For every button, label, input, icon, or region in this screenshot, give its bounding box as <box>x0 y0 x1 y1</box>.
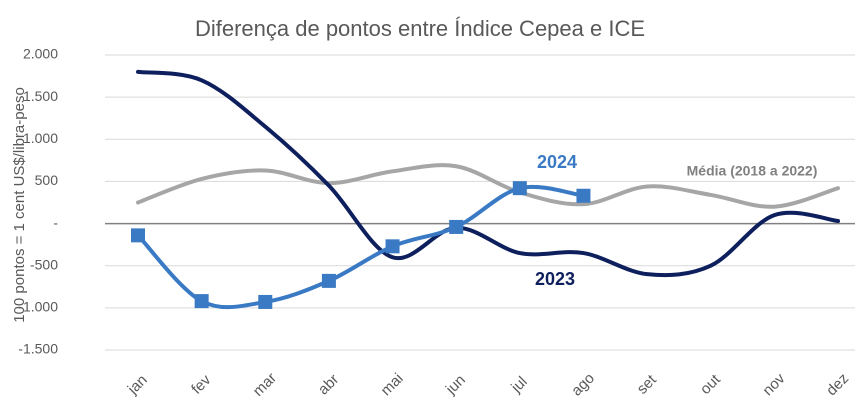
x-tick-label: nov <box>759 370 788 399</box>
x-tick-label: jul <box>507 373 530 396</box>
x-tick-label: abr <box>315 371 342 398</box>
marker <box>258 294 273 309</box>
y-tick-label: -1.000 <box>18 299 58 315</box>
x-tick-label: set <box>634 371 661 398</box>
x-tick-label: ago <box>568 370 598 400</box>
x-tick-label: jun <box>442 372 469 399</box>
x-tick-label: out <box>697 371 724 398</box>
y-tick-label: 1.000 <box>23 130 58 146</box>
x-tick-label: mai <box>378 370 407 399</box>
marker <box>131 228 145 243</box>
y-axis-title: 100 pontos = 1 cent US$/libra-peso <box>11 87 28 323</box>
y-tick-label: 2.000 <box>23 46 58 62</box>
y-tick-label: - <box>53 214 58 230</box>
y-tick-label: 1.500 <box>23 88 58 104</box>
marker <box>385 239 400 254</box>
series-line <box>136 69 840 278</box>
marker <box>449 219 464 234</box>
series-label: Média (2018 a 2022) <box>687 163 818 179</box>
series-label: 2024 <box>537 152 577 172</box>
series-label: 2023 <box>535 269 575 289</box>
marker <box>576 188 591 203</box>
y-tick-label: 500 <box>35 172 59 188</box>
marker <box>194 294 209 309</box>
series-line <box>136 184 586 310</box>
x-tick-label: mar <box>250 369 280 399</box>
chart-title: Diferença de pontos entre Índice Cepea e… <box>195 16 645 41</box>
y-tick-label: -500 <box>30 256 58 272</box>
series-line <box>136 163 840 209</box>
x-tick-label: jan <box>124 372 151 399</box>
marker <box>512 181 527 196</box>
x-tick-label: fev <box>188 371 215 398</box>
marker <box>321 273 336 288</box>
y-tick-label: -1.500 <box>18 341 58 357</box>
x-tick-label: dez <box>823 370 852 399</box>
